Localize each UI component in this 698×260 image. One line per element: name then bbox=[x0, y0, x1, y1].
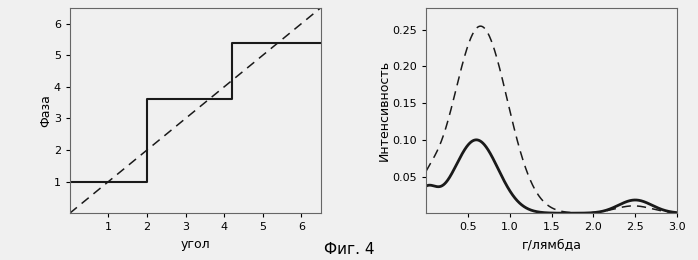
Y-axis label: Фаза: Фаза bbox=[39, 94, 52, 127]
X-axis label: угол: угол bbox=[181, 238, 210, 251]
Y-axis label: Интенсивность: Интенсивность bbox=[378, 60, 391, 161]
Text: Фиг. 4: Фиг. 4 bbox=[324, 242, 374, 257]
X-axis label: г/лямбда: г/лямбда bbox=[521, 238, 581, 251]
